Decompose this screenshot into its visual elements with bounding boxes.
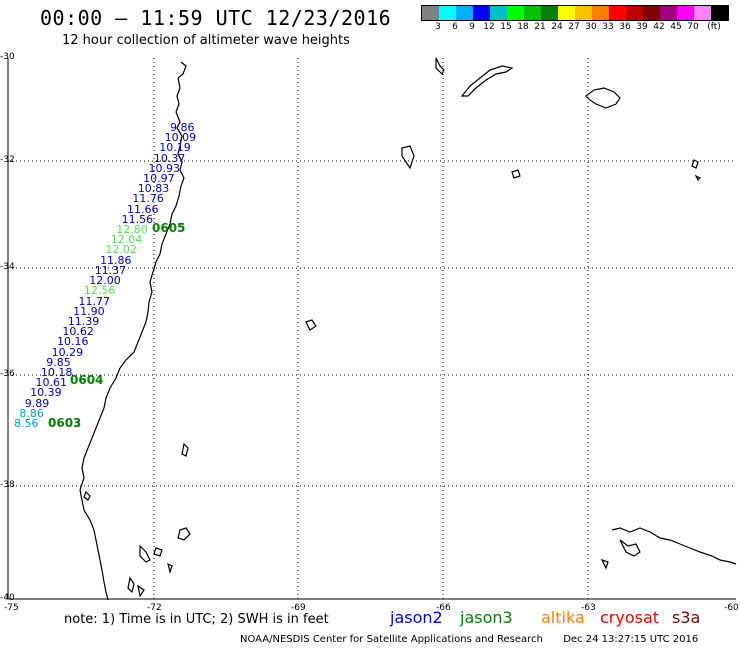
coastline-islands — [305, 57, 737, 570]
latitude-label: -40 — [0, 593, 15, 603]
colorbar-swatch — [592, 6, 609, 20]
wave-height-label: 12.04 — [110, 233, 143, 247]
colorbar-tick-label: 24 — [551, 22, 563, 32]
wave-height-label: 9.89 — [24, 396, 50, 410]
colorbar-tick-label: 39 — [636, 22, 648, 32]
colorbar-tick-label: 6 — [452, 22, 458, 32]
wave-height-label: 10.83 — [137, 182, 170, 196]
colorbar-swatch — [558, 6, 575, 20]
coastline-chile — [79, 61, 191, 601]
colorbar-swatch — [524, 6, 541, 20]
wave-height-label: 11.39 — [67, 314, 100, 328]
wave-height-label: 12.00 — [89, 274, 121, 288]
wave-height-label: 10.16 — [57, 335, 89, 349]
wave-height-label: 10.19 — [159, 141, 191, 155]
latitude-label: -34 — [0, 262, 15, 272]
longitude-label: -66 — [436, 603, 451, 613]
colorbar-swatch — [473, 6, 490, 20]
wave-height-label: 10.61 — [35, 376, 68, 390]
wave-height-label: 9.86 — [170, 121, 195, 134]
colorbar-swatch — [609, 6, 626, 20]
colorbar-swatch — [490, 6, 507, 20]
wave-height-label: 10.29 — [51, 345, 84, 359]
colorbar-swatch — [439, 6, 456, 20]
colorbar-tick-label: 9 — [469, 22, 475, 32]
colorbar-tick-label: (ft) — [707, 22, 721, 32]
colorbar-tick-label: 33 — [602, 22, 614, 32]
colorbar-swatch — [626, 6, 643, 20]
colorbar-swatch — [677, 6, 694, 20]
wave-height-label: 11.90 — [73, 304, 105, 318]
footer-credit: NOAA/NESDIS Center for Satellite Applica… — [240, 634, 543, 645]
pass-label: 0603 — [48, 416, 82, 430]
wave-height-label: 11.56 — [121, 212, 154, 226]
wave-height-label: 11.37 — [94, 263, 127, 277]
map-title: 00:00 – 11:59 UTC 12/23/2016 — [40, 6, 392, 30]
pass-label: 0605 — [152, 221, 186, 235]
longitude-label: -63 — [581, 603, 596, 613]
colorbar-tick-label: 42 — [653, 22, 665, 32]
colorbar-tick-label: 36 — [619, 22, 631, 32]
wave-height-label: 12.80 — [116, 223, 148, 237]
satellite-legend-cryosat: cryosat — [600, 608, 660, 627]
wave-height-label: 11.76 — [132, 192, 164, 206]
colorbar-swatch — [711, 6, 728, 20]
wave-height-label: 10.62 — [62, 325, 94, 339]
colorbar-tick-label: 15 — [500, 22, 512, 32]
wave-height-label: 8.86 — [19, 406, 44, 420]
colorbar-tick-label: 30 — [585, 22, 597, 32]
wave-height-label: 12.02 — [105, 243, 137, 257]
colorbar-tick-label: 27 — [568, 22, 580, 32]
wave-height-label: 10.37 — [153, 151, 186, 165]
colorbar-tick-label: 21 — [534, 22, 546, 32]
wave-height-label: 10.18 — [40, 365, 73, 379]
latitude-label: -36 — [0, 369, 15, 379]
wave-height-label: 11.86 — [100, 253, 132, 267]
wave-height-label: 9.85 — [46, 355, 71, 369]
colorbar-tick-label: 3 — [435, 22, 441, 32]
colorbar-swatch — [456, 6, 473, 20]
colorbar-tick-label: 70 — [687, 22, 699, 32]
latitude-label: -38 — [0, 480, 15, 490]
colorbar — [421, 5, 729, 21]
latitude-label: -30 — [0, 52, 15, 62]
wave-height-label: 8.56 — [14, 417, 39, 430]
colorbar-swatch — [575, 6, 592, 20]
wave-height-label: 11.66 — [126, 202, 159, 216]
wave-height-label: 11.77 — [78, 294, 111, 308]
wave-height-label: 10.97 — [143, 172, 175, 186]
colorbar-swatch — [643, 6, 660, 20]
colorbar-swatch — [507, 6, 524, 20]
graticule — [8, 58, 736, 599]
wave-height-label: 10.09 — [164, 131, 197, 145]
footer: NOAA/NESDIS Center for Satellite Applica… — [240, 634, 698, 645]
longitude-label: -75 — [4, 603, 19, 613]
map-subtitle: 12 hour collection of altimeter wave hei… — [62, 33, 350, 48]
colorbar-swatch — [541, 6, 558, 20]
longitude-label: -60 — [724, 603, 739, 613]
wave-height-label: 10.93 — [148, 161, 180, 175]
wave-height-label: 12.56 — [83, 284, 116, 298]
map-frame — [7, 58, 736, 600]
note-text: note: 1) Time is in UTC; 2) SWH is in fe… — [64, 612, 329, 627]
colorbar-tick-label: 12 — [483, 22, 495, 32]
wave-height-label: 10.39 — [30, 386, 62, 400]
satellite-legend-altika: altika — [541, 608, 585, 627]
colorbar-swatch — [660, 6, 677, 20]
longitude-label: -72 — [147, 603, 162, 613]
colorbar-tick-label: 18 — [517, 22, 529, 32]
satellite-legend-jason2: jason2 — [390, 608, 443, 627]
colorbar-tick-label: 45 — [670, 22, 682, 32]
pass-label: 0604 — [70, 373, 104, 387]
colorbar-swatch — [694, 6, 711, 20]
satellite-legend-s3a: s3a — [672, 608, 701, 627]
colorbar-swatch — [422, 6, 439, 20]
footer-timestamp: Dec 24 13:27:15 UTC 2016 — [563, 634, 699, 645]
longitude-label: -69 — [291, 603, 306, 613]
latitude-label: -32 — [0, 155, 15, 165]
satellite-legend-jason3: jason3 — [460, 608, 513, 627]
